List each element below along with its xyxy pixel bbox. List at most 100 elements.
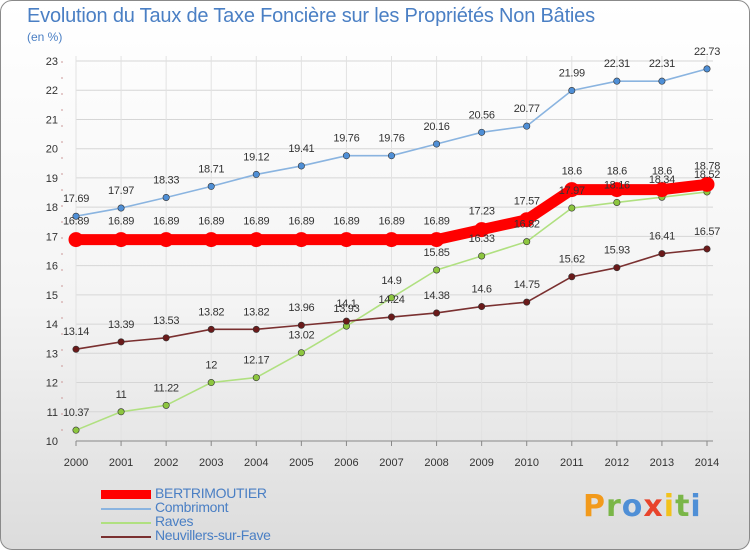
data-label: 18.33 <box>153 175 179 187</box>
data-label: 16.89 <box>108 216 134 228</box>
data-point <box>297 349 305 357</box>
data-label: 18.34 <box>649 174 675 186</box>
data-point <box>474 222 490 238</box>
legend-swatch <box>101 490 151 499</box>
data-label: 13.82 <box>198 306 224 318</box>
data-label: 14.24 <box>378 294 404 306</box>
x-tick-label: 2012 <box>605 457 629 469</box>
data-point <box>203 232 219 248</box>
data-label: 19.12 <box>243 151 269 163</box>
data-point <box>158 232 174 248</box>
data-label: 16.89 <box>63 216 89 228</box>
data-label: 20.77 <box>514 103 540 115</box>
data-point <box>523 122 531 130</box>
data-point <box>338 232 354 248</box>
data-label: 18.6 <box>562 166 582 178</box>
x-tick-label: 2008 <box>424 457 448 469</box>
data-label: 16.89 <box>424 216 450 228</box>
data-label: 21.99 <box>559 68 585 80</box>
data-point <box>703 245 711 253</box>
data-point <box>654 182 670 198</box>
y-tick-label: 10 <box>46 436 58 448</box>
data-label: 15.62 <box>559 254 585 266</box>
y-tick-label: 21 <box>46 114 58 126</box>
data-point <box>387 152 395 160</box>
data-point <box>429 232 445 248</box>
data-label: 16.33 <box>469 233 495 245</box>
data-label: 14.75 <box>514 279 540 291</box>
data-label: 17.57 <box>514 196 540 208</box>
data-label: 14.38 <box>424 290 450 302</box>
data-label: 22.31 <box>604 58 630 70</box>
series-combrimont <box>72 65 711 220</box>
data-point <box>564 182 580 198</box>
data-label: 13.14 <box>63 326 89 338</box>
data-label: 12.17 <box>243 355 269 367</box>
data-point <box>207 325 215 333</box>
y-tick-label: 11 <box>47 407 58 419</box>
data-point <box>72 212 80 220</box>
x-tick-label: 2014 <box>695 457 719 469</box>
y-tick-label: 14 <box>46 319 58 331</box>
x-tick-label: 2005 <box>289 457 313 469</box>
legend-swatch <box>101 536 151 538</box>
data-point <box>519 212 535 228</box>
y-tick-label: 23 <box>46 56 58 68</box>
x-tick-label: 2007 <box>379 457 403 469</box>
data-point <box>433 266 441 274</box>
x-tick-label: 2011 <box>560 457 584 469</box>
data-point <box>72 426 80 434</box>
data-point <box>523 238 531 246</box>
data-point <box>248 232 264 248</box>
x-tick-label: 2009 <box>469 457 493 469</box>
data-label: 19.41 <box>288 143 314 155</box>
data-label: 16.89 <box>288 216 314 228</box>
data-point <box>252 374 260 382</box>
data-label: 15.85 <box>424 247 450 259</box>
data-label: 16.82 <box>514 219 540 231</box>
legend-label: Neuvillers-sur-Fave <box>155 527 271 543</box>
y-tick-label: 20 <box>46 144 58 156</box>
data-point <box>117 204 125 212</box>
data-point <box>117 408 125 416</box>
legend-label: Combrimont <box>155 499 229 515</box>
data-label: 13.82 <box>243 306 269 318</box>
data-label: 14.6 <box>472 284 492 296</box>
data-label: 14.9 <box>381 275 401 287</box>
data-label: 16.89 <box>378 216 404 228</box>
data-point <box>117 338 125 346</box>
data-point <box>568 273 576 281</box>
x-tick-label: 2004 <box>244 457 268 469</box>
data-point <box>609 182 625 198</box>
data-point <box>162 194 170 202</box>
data-label: 18.71 <box>198 163 224 175</box>
x-tick-label: 2002 <box>154 457 178 469</box>
data-label: 20.16 <box>424 121 450 133</box>
data-point <box>699 176 715 192</box>
data-label: 22.31 <box>649 58 675 70</box>
data-point <box>658 250 666 258</box>
data-point <box>207 379 215 387</box>
x-tick-label: 2003 <box>199 457 223 469</box>
data-point <box>568 87 576 95</box>
data-label: 14.1 <box>336 298 356 310</box>
data-label: 18.78 <box>694 160 720 172</box>
data-label: 19.76 <box>378 133 404 145</box>
data-point <box>72 345 80 353</box>
y-tick-label: 12 <box>46 378 58 390</box>
data-point <box>384 232 399 248</box>
data-point <box>297 321 305 329</box>
y-tick-label: 17 <box>46 231 58 243</box>
data-label: 17.69 <box>63 193 89 205</box>
proxiti-logo: Proxiti <box>583 489 702 524</box>
data-label: 13.02 <box>288 330 314 342</box>
x-tick-label: 2001 <box>109 457 133 469</box>
data-label: 10.37 <box>63 407 89 419</box>
legend-label: BERTRIMOUTIER <box>155 485 267 501</box>
data-point <box>523 298 531 306</box>
y-tick-label: 15 <box>46 290 58 302</box>
data-label: 18.52 <box>694 169 720 181</box>
data-point <box>297 162 305 170</box>
data-label: 18.16 <box>604 179 630 191</box>
